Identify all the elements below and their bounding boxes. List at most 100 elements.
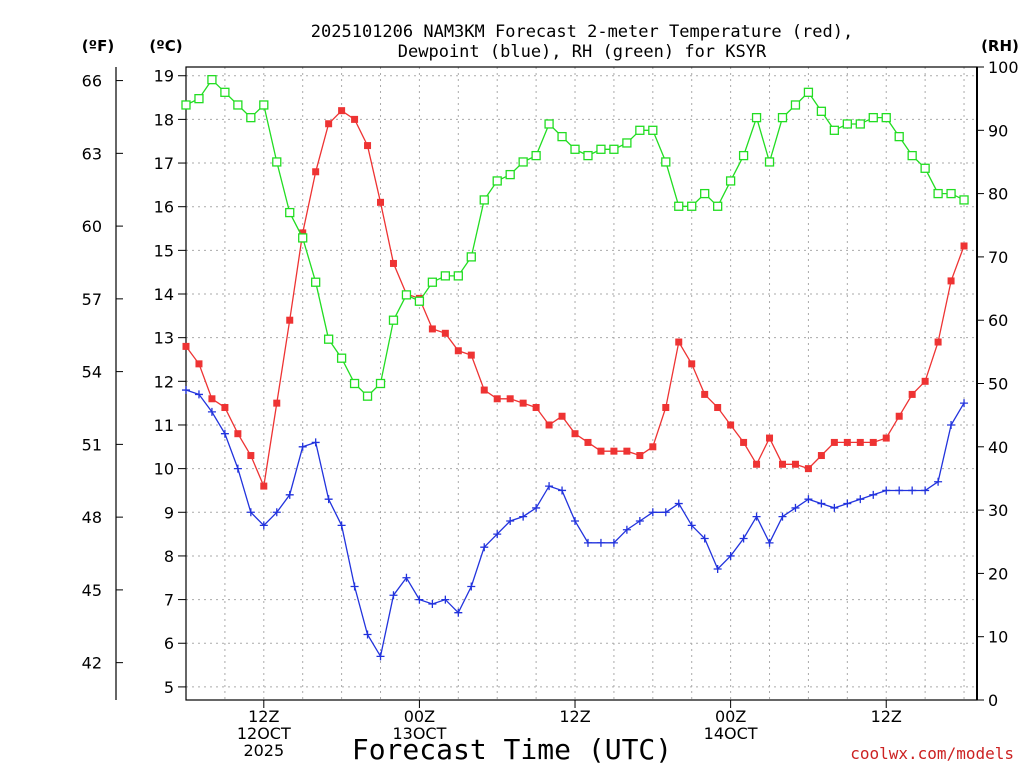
rh-point [687, 201, 697, 211]
rh-point [596, 144, 606, 154]
rh-point [259, 100, 269, 110]
dewpoint-point [843, 499, 852, 508]
dewpoint-point [687, 521, 696, 530]
temperature-point [299, 229, 307, 237]
data-series [181, 75, 969, 661]
dewpoint-point [519, 512, 528, 521]
dewpoint-point [960, 399, 969, 408]
dewpoint-point [220, 429, 229, 438]
rh-point [635, 125, 645, 135]
temperature-point [234, 430, 242, 438]
celsius-tick-label: 10 [154, 460, 174, 479]
rh-tick-label: 10 [988, 628, 1008, 647]
fahrenheit-tick-label: 57 [82, 290, 102, 309]
dewpoint-point [428, 599, 437, 608]
dewpoint-point [583, 538, 592, 547]
dewpoint-point [609, 538, 618, 547]
temperature-point [778, 460, 786, 468]
dewpoint-point [558, 486, 567, 495]
x-tick-label: 12Z [871, 707, 902, 726]
temperature-point [921, 377, 929, 385]
temperature-point [610, 447, 618, 455]
rh-point [777, 112, 788, 123]
rh-point [207, 75, 217, 85]
temperature-point [545, 421, 553, 429]
rh-tick-label: 40 [988, 438, 1008, 457]
rh-tick-label: 100 [988, 58, 1019, 77]
temperature-point [286, 316, 294, 324]
dewpoint-point [882, 486, 891, 495]
dewpoint-point [207, 407, 216, 416]
rh-point [790, 100, 801, 110]
rh-point [661, 157, 671, 167]
rh-point [738, 150, 749, 161]
rh-point [622, 138, 632, 148]
temperature-point [791, 460, 799, 468]
temperature-point [960, 242, 968, 250]
rh-point [713, 201, 723, 211]
rh-point [674, 201, 684, 211]
rh-point [453, 271, 463, 281]
rh-tick-label: 60 [988, 311, 1008, 330]
rh-point [518, 157, 528, 167]
celsius-tick-label: 8 [164, 547, 174, 566]
temperature-point [571, 430, 579, 438]
fahrenheit-tick-label: 54 [82, 363, 102, 382]
rh-point [842, 119, 852, 129]
temperature-point [934, 338, 942, 346]
rh-point [803, 87, 814, 97]
dewpoint-point [830, 503, 839, 512]
rh-point [946, 188, 956, 199]
rh-point [388, 315, 399, 325]
rh-point [531, 150, 541, 161]
temperature-point [843, 438, 851, 446]
temperature-point [467, 351, 475, 359]
dewpoint-point [337, 521, 346, 530]
rh-point [725, 176, 736, 186]
axes [115, 66, 984, 708]
rh-point [829, 125, 840, 135]
rh-point [700, 188, 710, 199]
dewpoint-point [532, 503, 541, 512]
celsius-tick-label: 11 [154, 416, 174, 435]
dewpoint-point [895, 486, 904, 495]
dewpoint-point [350, 582, 359, 591]
temperature-point [519, 399, 527, 407]
dewpoint-point [596, 538, 605, 547]
dewpoint-point [311, 438, 320, 447]
rh-point [920, 163, 930, 173]
dewpoint-point [363, 630, 372, 639]
rh-tick-label: 70 [988, 248, 1008, 267]
temperature-point [636, 452, 644, 460]
celsius-tick-label: 13 [154, 329, 174, 348]
dewpoint-point [545, 482, 554, 491]
temperature-point [364, 142, 372, 150]
rh-point [349, 378, 360, 389]
rh-point [881, 112, 891, 123]
celsius-tick-label: 6 [164, 634, 174, 653]
x-tick-label: 13OCT [392, 724, 446, 743]
temperature-point [273, 399, 281, 407]
dewpoint-point [700, 534, 709, 543]
dewpoint-point [921, 486, 930, 495]
dewpoint-point [908, 486, 917, 495]
temperature-point [454, 347, 462, 355]
temperature-point [480, 386, 488, 394]
dewpoint-point [298, 442, 307, 451]
rh-point [570, 144, 580, 154]
dewpoint-point [726, 551, 735, 560]
dewpoint-point [376, 652, 385, 661]
temperature-point [882, 434, 890, 442]
dewpoint-point [182, 386, 190, 395]
rh-point [868, 112, 878, 123]
dewpoint-point [778, 512, 787, 521]
chart-title-line-2: Dewpoint (blue), RH (green) for KSYR [398, 42, 767, 62]
rh-tick-label: 20 [988, 564, 1008, 583]
rh-point [272, 157, 282, 167]
temperature-point [688, 360, 696, 368]
dewpoint-point [752, 512, 761, 521]
rh-point [362, 391, 373, 401]
rh-point [181, 100, 191, 110]
axis-tick-labels: 5 6 7 8 9 10 11 12 13 14 15 16 17 18 19 42 45 48 51 54 57 60 6… [82, 58, 1019, 760]
